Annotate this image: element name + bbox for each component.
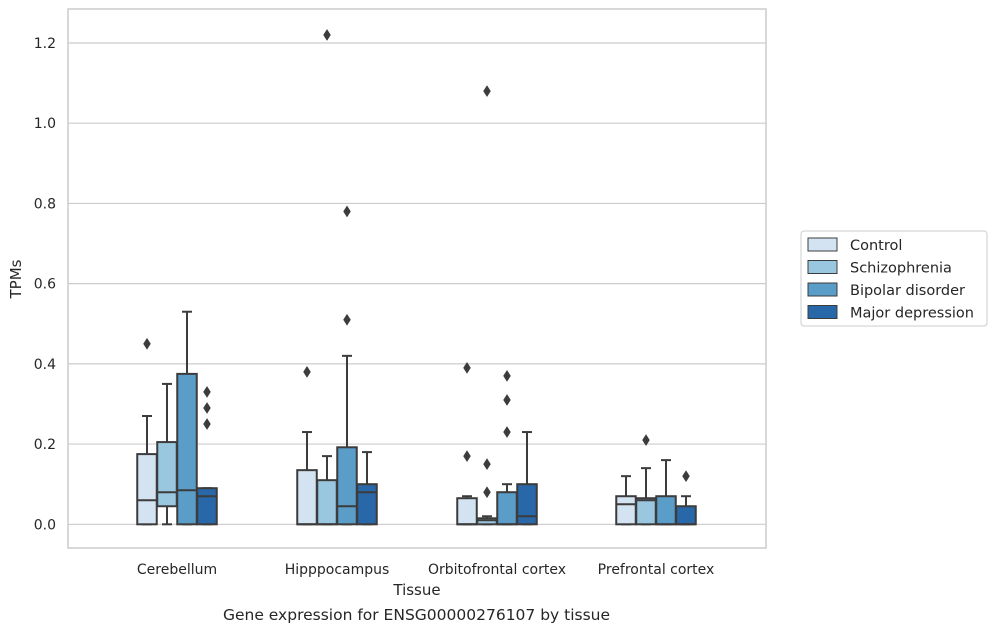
box-group <box>615 475 637 526</box>
box-group <box>476 85 498 526</box>
legend-label: Schizophrenia <box>850 261 952 277</box>
box-group <box>156 382 178 526</box>
boxes <box>136 28 697 526</box>
box-group <box>136 337 158 526</box>
box <box>156 441 178 508</box>
legend-item: Bipolar disorder <box>807 282 965 299</box>
box <box>196 487 218 526</box>
box-group <box>516 431 538 526</box>
legend-frame <box>800 230 988 327</box>
outlier-marker <box>503 369 511 382</box>
legend-swatch <box>807 260 838 274</box>
outlier-marker <box>642 434 650 447</box>
x-tick-label: Orbitofrontal cortex <box>428 562 566 578</box>
box <box>476 517 498 526</box>
y-axis-title: TPMs <box>7 259 25 299</box>
legend-label: Major depression <box>850 306 974 322</box>
box-group <box>176 310 198 526</box>
outlier-marker <box>203 402 211 414</box>
box <box>615 495 637 526</box>
legend-label: Bipolar disorder <box>850 283 965 299</box>
x-axis-title: Tissue <box>392 581 440 599</box>
box <box>655 495 677 526</box>
outlier-marker <box>343 205 351 218</box>
figure-caption: Gene expression for ENSG00000276107 by t… <box>222 606 611 624</box>
box <box>496 491 518 526</box>
outlier-marker <box>503 426 511 439</box>
outlier-marker <box>303 365 311 378</box>
box-group <box>655 459 677 526</box>
legend-label: Control <box>850 238 902 254</box>
box-group <box>296 365 318 526</box>
y-tick-labels: 0.0 0.2 0.4 0.6 0.8 1.0 1.2 <box>34 36 56 533</box>
y-tick-label: 0.2 <box>34 437 56 453</box>
y-tick-label: 1.2 <box>34 36 56 52</box>
box-group <box>316 28 338 526</box>
legend-swatch <box>807 305 838 319</box>
legend-item: Major depression <box>807 305 974 322</box>
outlier-marker <box>483 458 491 471</box>
box-group <box>356 451 378 526</box>
y-tick-label: 1.0 <box>34 116 56 132</box>
outlier-marker <box>483 486 491 499</box>
legend-item: Schizophrenia <box>807 260 952 277</box>
legend-item: Control <box>807 237 902 254</box>
y-tick-label: 0.0 <box>34 517 56 533</box>
outlier-marker <box>323 28 331 41</box>
box-group <box>496 369 518 526</box>
x-tick-label: Prefrontal cortex <box>598 562 715 578</box>
x-tick-labels: Cerebellum Hipppocampus Orbitofrontal cort… <box>137 562 714 578</box>
outlier-marker <box>483 85 491 98</box>
outlier-marker <box>463 450 471 463</box>
box-group <box>196 385 218 526</box>
outlier-marker <box>343 313 351 326</box>
box <box>675 505 697 526</box>
x-tick-label: Hipppocampus <box>285 562 390 578</box>
box <box>516 483 538 526</box>
box-group <box>635 434 657 526</box>
outlier-marker <box>503 393 511 406</box>
outlier-marker <box>463 361 471 374</box>
box <box>356 483 378 526</box>
box <box>456 497 478 526</box>
box <box>136 453 158 526</box>
outlier-marker <box>203 385 211 398</box>
y-tick-label: 0.6 <box>34 277 56 293</box>
box-group <box>675 470 697 526</box>
box-group <box>456 361 478 526</box>
y-tick-label: 0.8 <box>34 196 56 212</box>
outlier-marker <box>143 337 151 350</box>
legend: Control Schizophrenia Bipolar disorder Majo… <box>800 230 988 327</box>
x-tick-label: Cerebellum <box>137 562 217 578</box>
legend-swatch <box>807 237 838 252</box>
outlier-marker <box>682 470 690 483</box>
plot-area-frame <box>67 8 767 549</box>
box <box>336 446 358 526</box>
box <box>316 479 338 526</box>
box <box>296 469 318 526</box>
box <box>635 497 657 526</box>
legend-swatch <box>807 282 838 297</box>
box <box>176 372 198 526</box>
box-group <box>336 205 358 526</box>
outlier-marker <box>203 418 211 430</box>
y-tick-label: 0.4 <box>34 357 56 373</box>
